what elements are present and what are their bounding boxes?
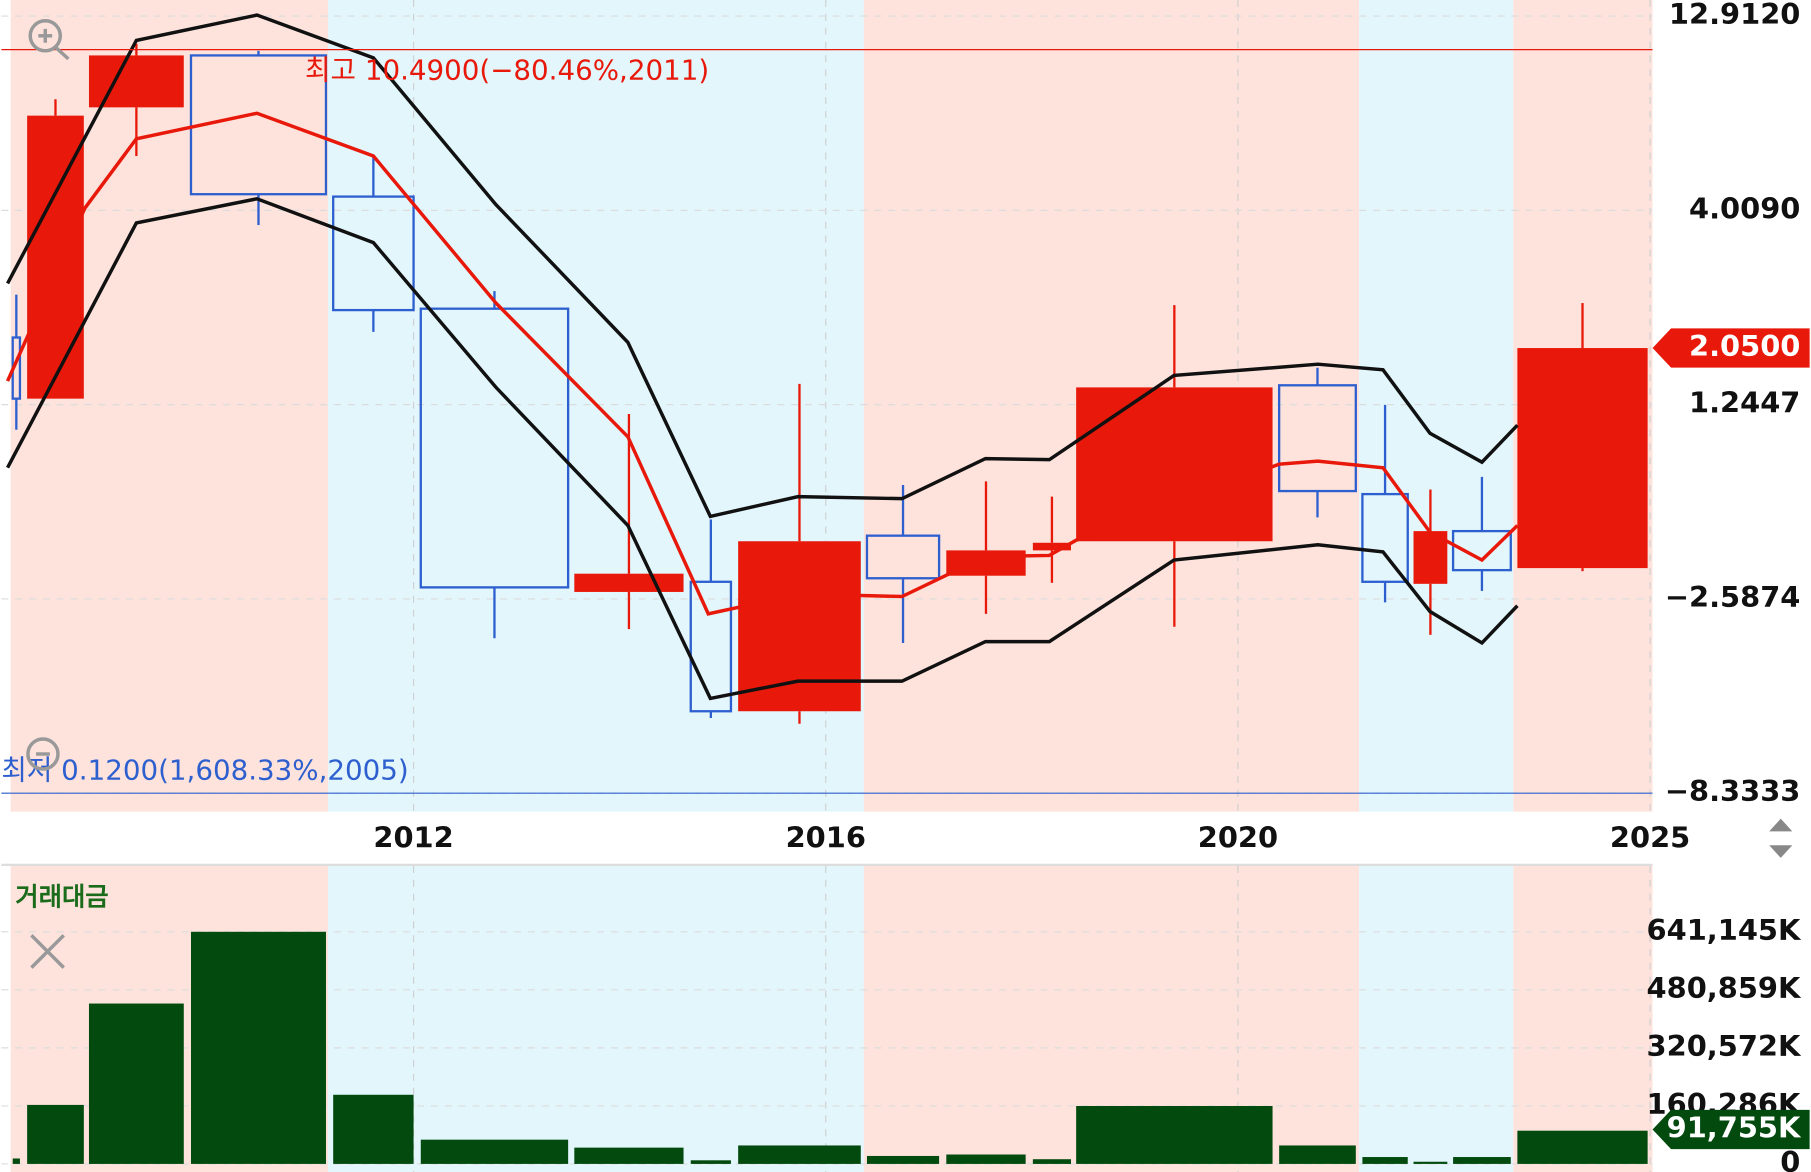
close-indicator-icon[interactable]	[30, 934, 65, 969]
low-annotation: 최저 0.1200(1,608.33%,2005)	[1, 753, 408, 786]
candle-body	[332, 195, 415, 312]
volume-bar	[946, 1154, 1026, 1164]
volume-bar	[1517, 1130, 1648, 1164]
x-tick-label: 2020	[1198, 820, 1278, 854]
candle-body	[865, 534, 941, 580]
candle-body	[1361, 492, 1409, 583]
y-tick-label: 12.9120	[1669, 0, 1800, 31]
last-price-tag-bg	[1652, 328, 1810, 368]
y-tick-label: −8.3333	[1665, 774, 1801, 808]
candle-body	[1277, 384, 1357, 493]
scroll-arrows[interactable]	[1769, 818, 1793, 858]
volume-bar	[88, 1003, 184, 1164]
candle-body	[946, 550, 1026, 576]
x-axis-band	[1, 811, 1810, 865]
indicator-line	[6, 13, 1519, 519]
candle-body	[189, 54, 328, 196]
y-tick-label: 320,572K	[1647, 1029, 1802, 1063]
shaded-region	[328, 866, 864, 1172]
volume-bar	[866, 1155, 940, 1164]
last-price-tag: 2.0500	[1689, 329, 1800, 363]
y-tick-label: 641,145K	[1647, 913, 1802, 947]
candle-body	[1451, 529, 1512, 572]
zoom-in-icon[interactable]	[28, 19, 70, 61]
shaded-region	[1359, 866, 1514, 1172]
volume-bar	[12, 1158, 20, 1164]
volume-bar	[1362, 1157, 1408, 1164]
candle-body	[1032, 542, 1071, 551]
volume-bar	[190, 931, 326, 1164]
candle-body	[574, 573, 684, 592]
y-tick-label: 480,859K	[1647, 971, 1802, 1005]
volume-title: 거래대금	[15, 881, 108, 911]
candle-body	[1076, 387, 1273, 542]
volume-bar	[574, 1147, 684, 1164]
marks	[1, 13, 1653, 1164]
shaded-region	[1513, 866, 1653, 1172]
y-tick-label: 4.0090	[1689, 191, 1800, 225]
indicator-line	[6, 196, 1519, 701]
y-tick-label: −2.5874	[1665, 580, 1801, 614]
zoom-out-icon[interactable]	[26, 737, 60, 771]
candle-body	[1517, 348, 1648, 569]
volume-bar	[690, 1160, 731, 1164]
volume-bar	[1413, 1161, 1448, 1164]
candle-body	[27, 115, 84, 399]
y-tick-label: 0	[1780, 1145, 1800, 1172]
volume-bar	[738, 1145, 861, 1164]
candle-body	[738, 541, 861, 712]
volume-bar	[27, 1104, 84, 1164]
volume-bar	[333, 1094, 414, 1164]
volume-bar	[420, 1139, 569, 1164]
volume-bar	[1279, 1145, 1356, 1164]
last-volume-tag: 91,755K	[1667, 1111, 1802, 1145]
volume-bar	[1032, 1159, 1071, 1164]
x-tick-label: 2012	[373, 820, 453, 854]
volume-bar	[1076, 1105, 1273, 1164]
indicator-line	[5, 111, 1519, 616]
y-tick-label: 1.2447	[1689, 386, 1800, 420]
x-tick-label: 2016	[786, 820, 866, 854]
candle-body	[689, 580, 733, 713]
y-axis-band	[1652, 0, 1810, 1172]
volume-bar	[1453, 1157, 1511, 1164]
high-annotation: 최고 10.4900(−80.46%,2011)	[305, 54, 709, 87]
last-volume-tag-bg	[1652, 1109, 1810, 1150]
shaded-region	[1359, 0, 1514, 812]
candle-body	[419, 307, 570, 589]
x-tick-label: 2025	[1610, 820, 1690, 854]
